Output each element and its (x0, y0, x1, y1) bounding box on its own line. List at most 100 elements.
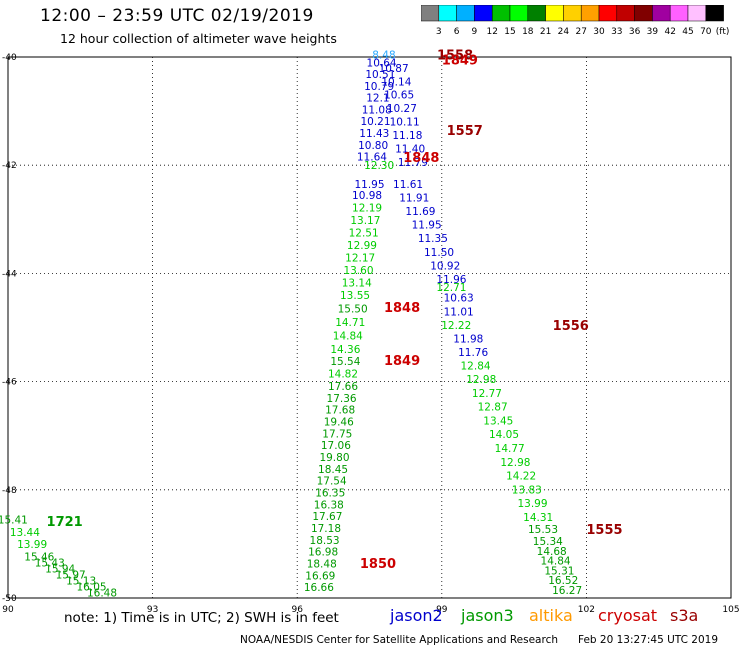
wave-height-value: 10.98 (352, 190, 382, 202)
wave-height-value: 8.48 (372, 49, 395, 61)
wave-height-value: 11.50 (424, 247, 454, 259)
wave-height-value: 15.53 (528, 524, 558, 536)
scale-label: 12 (486, 27, 497, 37)
scale-label: 42 (664, 27, 675, 37)
scale-label: 18 (522, 27, 534, 37)
wave-height-value: 12.22 (441, 320, 471, 332)
wave-height-color-scale: 3 6 9 12 15 18 21 24 27 30 33 36 39 42 45 70 (ft) (421, 5, 730, 37)
wave-height-value: 11.69 (405, 206, 435, 218)
scale-unit: (ft) (716, 27, 730, 37)
pass-time-label: 1558 (437, 48, 473, 63)
longitude-tick-label: 93 (147, 605, 158, 615)
wave-height-value: 17.68 (325, 405, 355, 417)
wave-height-value: 13.55 (340, 290, 370, 302)
wave-height-value: 12.98 (500, 457, 530, 469)
satellite-legend-cryosat: cryosat (598, 606, 658, 625)
wave-height-value: 11.18 (392, 130, 422, 142)
wave-height-value: 15.46 (24, 551, 54, 563)
wave-height-value: 11.95 (354, 179, 384, 191)
wave-height-value: 15.54 (330, 356, 360, 368)
wave-height-value: 10.51 (365, 69, 395, 81)
wave-height-value: 14.77 (495, 443, 525, 455)
wave-height-value: 16.48 (87, 588, 117, 600)
longitude-tick-label: 99 (436, 605, 448, 615)
pass-time-label: 1850 (360, 557, 396, 572)
wave-height-value: 12.98 (466, 374, 496, 386)
wave-height-value: 10.65 (384, 90, 414, 102)
wave-height-value: 15.41 (0, 515, 28, 527)
wave-height-value: 16.38 (314, 499, 344, 511)
wave-height-value: 14.84 (333, 331, 363, 343)
longitude-tick-label: 105 (722, 605, 739, 615)
page-subtitle: 12 hour collection of altimeter wave hei… (60, 31, 337, 46)
longitude-tick-label: 102 (578, 605, 595, 615)
wave-height-value: 12.51 (349, 227, 379, 239)
wave-height-value: 17.54 (317, 476, 347, 488)
wave-height-value: 12.19 (352, 202, 382, 214)
wave-height-value: 10.79 (364, 81, 394, 93)
wave-height-value: 13.17 (350, 215, 380, 227)
latitude-tick-label: -50 (2, 594, 17, 604)
wave-height-value: 12.87 (478, 402, 508, 414)
wave-height-value: 13.99 (17, 539, 47, 551)
pass-time-label: 1849 (384, 354, 420, 369)
wave-height-value: 16.69 (305, 570, 335, 582)
wave-height-value: 12.84 (461, 360, 491, 372)
wave-height-value: 17.36 (327, 393, 357, 405)
wave-height-value: 15.94 (45, 563, 75, 575)
wave-height-value: 14.22 (506, 471, 536, 483)
wave-height-value: 10.11 (390, 117, 420, 129)
wave-height-value: 19.80 (319, 452, 349, 464)
scale-label: 15 (504, 27, 515, 37)
wave-height-value: 13.60 (343, 265, 373, 277)
wave-height-value: 11.98 (453, 333, 483, 345)
wave-height-value: 14.05 (489, 429, 519, 441)
wave-height-value: 11.79 (398, 157, 428, 169)
pass-time-label: 1849 (442, 54, 478, 69)
wave-height-value: 12.77 (472, 388, 502, 400)
scale-label: 6 (454, 27, 460, 37)
wave-height-value: 11.76 (458, 347, 488, 359)
scale-label: 30 (593, 27, 605, 37)
wave-height-value: 15.34 (533, 536, 563, 548)
scale-label: 70 (700, 27, 712, 37)
scale-label: 45 (682, 27, 693, 37)
wave-height-value: 12.99 (347, 240, 377, 252)
wave-height-value: 12.17 (345, 252, 375, 264)
pass-time-label: 1555 (586, 523, 622, 538)
wave-height-value: 11.08 (362, 104, 392, 116)
wave-height-value: 18.48 (307, 559, 337, 571)
wave-height-value: 17.66 (328, 381, 358, 393)
latitude-tick-label: -42 (2, 161, 17, 171)
graticule (8, 57, 731, 598)
wave-height-value: 14.68 (537, 546, 567, 558)
pass-time-label: 1556 (553, 319, 589, 334)
wave-height-value: 15.97 (56, 569, 86, 581)
satellite-legend-jason2: jason2 (390, 606, 443, 625)
wave-height-value: 11.35 (418, 233, 448, 245)
wave-height-value: 13.45 (483, 415, 513, 427)
latitude-tick-label: -46 (2, 378, 17, 388)
wave-height-value: 11.01 (444, 306, 474, 318)
wave-height-value: 10.80 (358, 140, 388, 152)
wave-height-value: 16.66 (304, 582, 334, 594)
wave-height-value: 10.14 (381, 76, 411, 88)
scale-label: 33 (611, 27, 622, 37)
wave-height-value: 14.36 (330, 344, 360, 356)
pass-time-label: 1557 (447, 124, 483, 139)
latitude-tick-label: -44 (2, 269, 17, 279)
wave-height-value: 18.53 (310, 535, 340, 547)
map-frame (7, 56, 732, 599)
scale-label: 9 (472, 27, 478, 37)
wave-height-value: 17.06 (321, 440, 351, 452)
page-title: 12:00 – 23:59 UTC 02/19/2019 (40, 6, 314, 26)
pass-time-label: 1721 (47, 515, 83, 530)
wave-height-value: 11.43 (359, 128, 389, 140)
wave-height-value: 12.30 (364, 160, 394, 172)
scale-label: 36 (629, 27, 641, 37)
wave-height-value: 13.99 (517, 498, 547, 510)
wave-height-value: 14.31 (523, 512, 553, 524)
satellite-legend-jason3: jason3 (461, 606, 514, 625)
scale-label: 3 (436, 27, 442, 37)
